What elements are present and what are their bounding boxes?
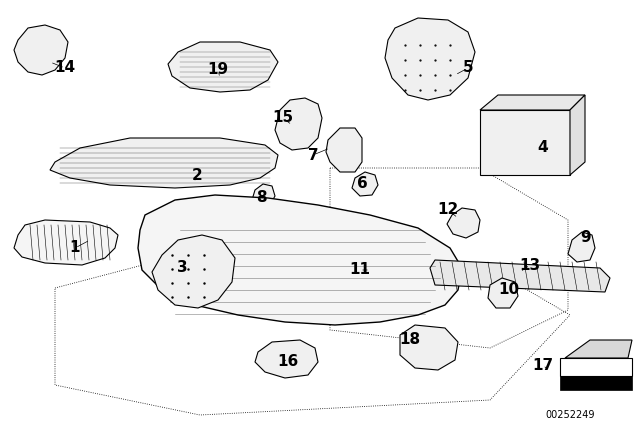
Text: 13: 13 bbox=[520, 258, 541, 272]
Polygon shape bbox=[385, 18, 475, 100]
Polygon shape bbox=[570, 95, 585, 175]
Text: 4: 4 bbox=[538, 141, 548, 155]
Polygon shape bbox=[152, 235, 235, 308]
Polygon shape bbox=[275, 98, 322, 150]
Bar bbox=[560, 358, 632, 376]
Polygon shape bbox=[447, 208, 480, 238]
Bar bbox=[560, 376, 632, 390]
Polygon shape bbox=[568, 232, 595, 262]
Polygon shape bbox=[480, 95, 585, 110]
Text: 2: 2 bbox=[191, 168, 202, 182]
Text: 11: 11 bbox=[349, 263, 371, 277]
Polygon shape bbox=[400, 325, 458, 370]
Text: 14: 14 bbox=[54, 60, 76, 76]
Polygon shape bbox=[255, 340, 318, 378]
Polygon shape bbox=[14, 25, 68, 75]
Text: 10: 10 bbox=[499, 283, 520, 297]
Polygon shape bbox=[252, 184, 275, 206]
Polygon shape bbox=[14, 220, 118, 265]
Polygon shape bbox=[352, 172, 378, 196]
Text: 19: 19 bbox=[207, 63, 228, 78]
Polygon shape bbox=[480, 110, 570, 175]
Text: 17: 17 bbox=[532, 358, 554, 372]
Text: 5: 5 bbox=[463, 60, 474, 76]
Polygon shape bbox=[138, 195, 462, 325]
Text: 1: 1 bbox=[70, 241, 80, 255]
Polygon shape bbox=[488, 278, 518, 308]
Polygon shape bbox=[565, 340, 632, 358]
Text: 12: 12 bbox=[437, 202, 459, 217]
Text: 7: 7 bbox=[308, 147, 318, 163]
Polygon shape bbox=[50, 138, 278, 188]
Text: 3: 3 bbox=[177, 260, 188, 276]
Polygon shape bbox=[168, 42, 278, 92]
Polygon shape bbox=[326, 128, 362, 172]
Text: 8: 8 bbox=[256, 190, 266, 204]
Text: 9: 9 bbox=[580, 231, 591, 246]
Text: 16: 16 bbox=[277, 354, 299, 370]
Polygon shape bbox=[430, 260, 610, 292]
Text: 18: 18 bbox=[399, 332, 420, 348]
Text: 00252249: 00252249 bbox=[545, 410, 595, 420]
Text: 15: 15 bbox=[273, 111, 294, 125]
Text: 6: 6 bbox=[356, 176, 367, 190]
